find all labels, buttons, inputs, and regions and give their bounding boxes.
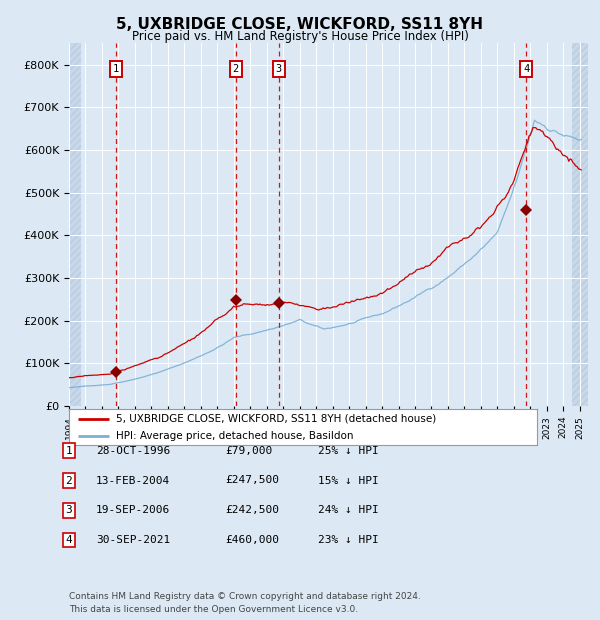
Text: 23% ↓ HPI: 23% ↓ HPI xyxy=(318,535,379,545)
Text: £79,000: £79,000 xyxy=(225,446,272,456)
Text: 19-SEP-2006: 19-SEP-2006 xyxy=(96,505,170,515)
Text: Price paid vs. HM Land Registry's House Price Index (HPI): Price paid vs. HM Land Registry's House … xyxy=(131,30,469,43)
Text: Contains HM Land Registry data © Crown copyright and database right 2024.
This d: Contains HM Land Registry data © Crown c… xyxy=(69,592,421,614)
Text: 2: 2 xyxy=(65,476,73,485)
Text: 5, UXBRIDGE CLOSE, WICKFORD, SS11 8YH: 5, UXBRIDGE CLOSE, WICKFORD, SS11 8YH xyxy=(116,17,484,32)
Text: 3: 3 xyxy=(65,505,73,515)
Text: HPI: Average price, detached house, Basildon: HPI: Average price, detached house, Basi… xyxy=(116,431,353,441)
Text: 5, UXBRIDGE CLOSE, WICKFORD, SS11 8YH (detached house): 5, UXBRIDGE CLOSE, WICKFORD, SS11 8YH (d… xyxy=(116,414,436,424)
Text: 25% ↓ HPI: 25% ↓ HPI xyxy=(318,446,379,456)
Text: 4: 4 xyxy=(523,64,529,74)
Text: 1: 1 xyxy=(113,64,119,74)
Text: 13-FEB-2004: 13-FEB-2004 xyxy=(96,476,170,485)
Text: 1: 1 xyxy=(65,446,73,456)
Text: £242,500: £242,500 xyxy=(225,505,279,515)
Text: 30-SEP-2021: 30-SEP-2021 xyxy=(96,535,170,545)
Text: £460,000: £460,000 xyxy=(225,535,279,545)
Text: 3: 3 xyxy=(275,64,282,74)
Bar xyxy=(572,43,596,406)
Text: 2: 2 xyxy=(233,64,239,74)
Text: 28-OCT-1996: 28-OCT-1996 xyxy=(96,446,170,456)
Text: 4: 4 xyxy=(65,535,73,545)
Text: 15% ↓ HPI: 15% ↓ HPI xyxy=(318,476,379,485)
Bar xyxy=(69,43,82,406)
Text: £247,500: £247,500 xyxy=(225,476,279,485)
Text: 24% ↓ HPI: 24% ↓ HPI xyxy=(318,505,379,515)
